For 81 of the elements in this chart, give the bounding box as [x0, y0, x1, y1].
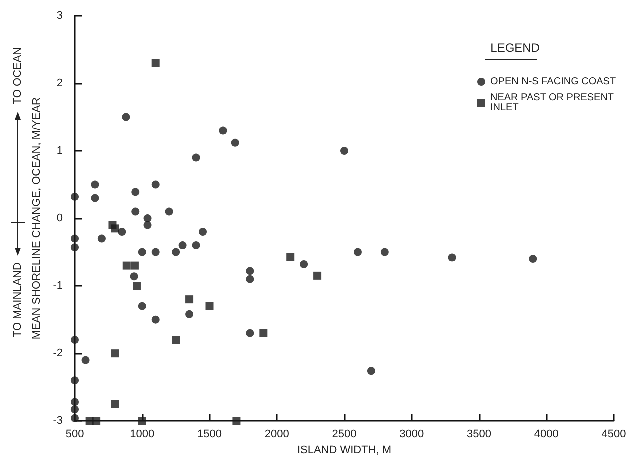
point	[138, 417, 146, 426]
point	[144, 221, 152, 230]
x-tick-label: 2500	[332, 428, 357, 441]
x-tick-label: 3500	[467, 428, 492, 441]
point	[246, 275, 254, 284]
point	[138, 302, 146, 310]
point	[199, 228, 208, 236]
y-tick-label: -2	[53, 348, 63, 360]
x-tick-label: 1000	[130, 428, 155, 441]
point	[71, 376, 79, 385]
point	[71, 234, 79, 243]
point	[192, 154, 200, 162]
y-axis-title: MEAN SHORELINE CHANGE, OCEAN, M/YEAR	[30, 97, 43, 340]
point	[172, 248, 180, 256]
x-tick-label: 3000	[400, 428, 424, 441]
point	[122, 262, 131, 270]
legend-title: LEGEND	[490, 41, 540, 55]
x-tick-label: 4500	[602, 428, 626, 441]
text: TO OCEAN	[12, 47, 24, 105]
point	[91, 180, 100, 189]
point	[178, 242, 187, 250]
point	[130, 262, 139, 270]
point	[246, 267, 254, 276]
point	[144, 214, 152, 223]
point	[231, 138, 240, 147]
point	[314, 272, 322, 280]
point	[82, 356, 90, 364]
x-tick-label: 1500	[198, 428, 222, 441]
point	[186, 310, 194, 318]
point	[206, 302, 214, 310]
point	[122, 113, 130, 122]
y-tick-label: 0	[56, 212, 63, 225]
y-tick-label: 1	[56, 145, 63, 158]
point	[286, 253, 295, 262]
point	[111, 350, 120, 358]
point	[354, 248, 362, 256]
point	[300, 260, 308, 268]
point	[340, 147, 348, 156]
x-tick-label: 2000	[264, 428, 290, 441]
legend-label: NEAR PAST OR PRESENT INLET	[490, 92, 617, 114]
point	[111, 224, 120, 233]
point	[152, 180, 160, 189]
x-axis-title: ISLAND WIDTH, M	[297, 444, 392, 456]
point	[380, 248, 389, 256]
point	[260, 329, 268, 338]
y-tick-label: -1	[53, 280, 63, 292]
point	[152, 59, 160, 68]
point	[71, 336, 79, 344]
point	[132, 188, 140, 196]
point	[92, 417, 101, 426]
point	[138, 248, 146, 256]
point	[186, 296, 194, 304]
legend-label: OPEN N-S FACING COAST	[490, 76, 616, 88]
point	[367, 367, 376, 376]
point	[71, 406, 79, 414]
point	[98, 234, 106, 243]
y-tick-label: 2	[56, 78, 63, 90]
point	[246, 329, 254, 338]
point	[71, 398, 79, 406]
point	[132, 282, 141, 290]
x-tick-label: 4000	[534, 428, 559, 441]
point	[118, 228, 126, 236]
y-tick-label: -3	[53, 415, 63, 428]
point	[192, 242, 200, 250]
point	[71, 192, 79, 201]
point	[529, 255, 538, 264]
text: TO MAINLAND	[12, 262, 24, 338]
point	[219, 126, 228, 135]
point	[448, 254, 456, 262]
point	[165, 208, 174, 216]
point	[172, 336, 180, 344]
point	[130, 272, 138, 281]
point	[71, 244, 79, 252]
y-tick-label: 3	[56, 10, 63, 22]
point	[152, 248, 160, 256]
x-tick-label: 500	[66, 428, 84, 441]
point	[132, 208, 140, 216]
point	[232, 417, 241, 426]
point	[152, 316, 160, 324]
point	[91, 194, 100, 202]
point	[111, 400, 120, 408]
